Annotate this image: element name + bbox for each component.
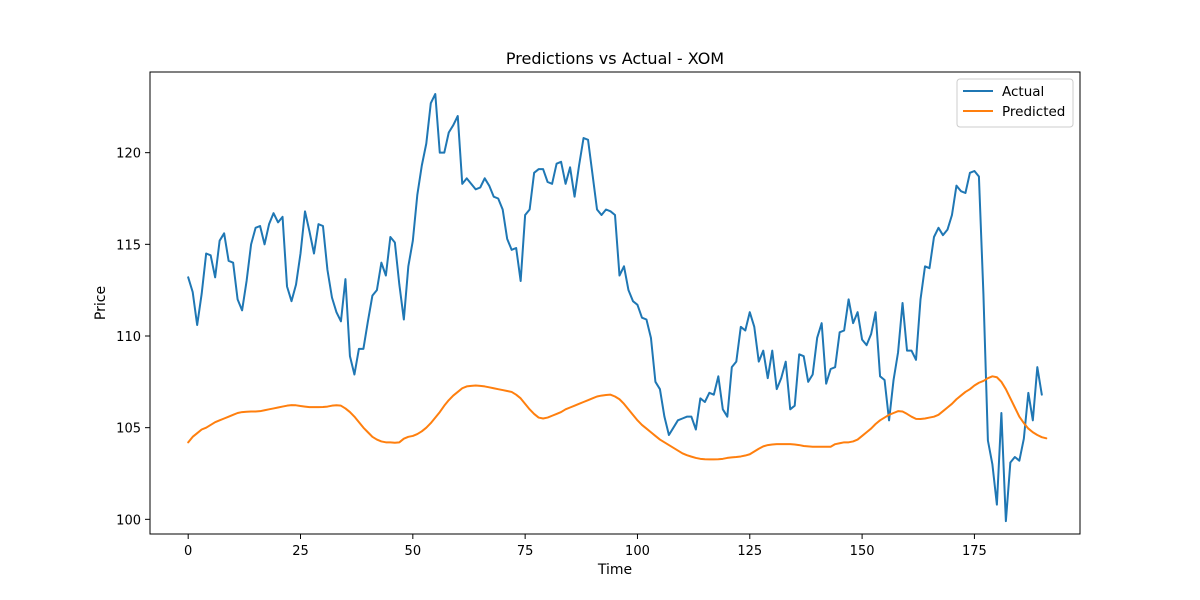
axes-frame <box>149 71 1081 535</box>
x-tick-label: 150 <box>850 544 875 559</box>
y-tick-label: 120 <box>116 147 141 162</box>
y-tick-label: 110 <box>116 330 141 345</box>
x-tick-label: 125 <box>737 544 762 559</box>
x-tick-label: 75 <box>517 544 534 559</box>
x-tick-label: 100 <box>625 544 650 559</box>
x-tick-label: 0 <box>184 544 192 559</box>
series-line-predicted <box>187 375 1048 461</box>
legend-label-actual: Actual <box>1002 84 1044 100</box>
y-tick-label: 100 <box>116 513 141 528</box>
y-axis: 100 105 110 115 120 <box>116 147 150 528</box>
chart-title: Predictions vs Actual - XOM <box>506 49 724 68</box>
x-tick-label: 25 <box>292 544 309 559</box>
plot-area <box>187 93 1048 523</box>
x-tick-label: 50 <box>405 544 422 559</box>
y-tick-label: 115 <box>116 238 141 253</box>
legend: Actual Predicted <box>956 78 1074 128</box>
series-line-actual <box>187 93 1043 523</box>
y-axis-label: Price <box>93 286 109 320</box>
x-axis-label: Time <box>597 562 632 578</box>
x-axis: 0 25 50 75 100 125 150 175 <box>184 534 987 559</box>
legend-label-predicted: Predicted <box>1002 104 1065 120</box>
x-tick-label: 175 <box>962 544 987 559</box>
y-tick-label: 105 <box>116 422 141 437</box>
